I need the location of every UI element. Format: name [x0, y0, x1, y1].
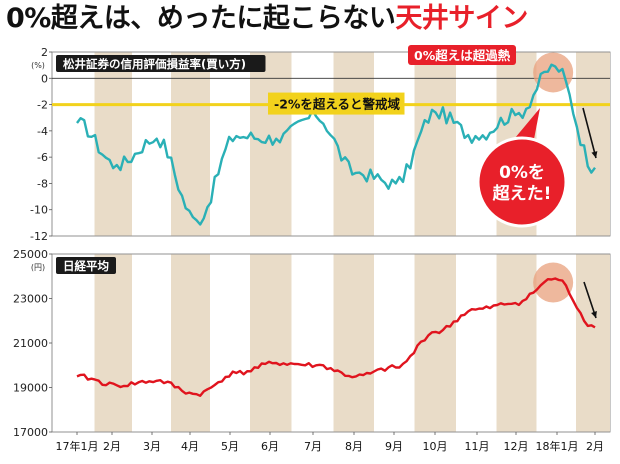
month-stripe — [94, 254, 132, 432]
nikkei-drop-arrow-head — [591, 311, 597, 318]
nikkei-y-tick-label: 17000 — [13, 426, 48, 439]
month-stripe — [414, 52, 456, 236]
crossed-zero-callout-line: 超えた! — [493, 183, 552, 204]
nikkei-y-tick-label: 21000 — [13, 337, 48, 350]
threshold-label-box — [268, 92, 405, 115]
month-stripe — [333, 52, 374, 236]
margin-title: 松井証券の信用評価損益率(買い方) — [63, 57, 246, 71]
x-tick-label: 12月 — [504, 440, 529, 453]
month-stripe — [171, 254, 210, 432]
nikkei-y-tick-label: 25000 — [13, 248, 48, 261]
x-tick-label: 2月 — [586, 440, 604, 453]
headline-part-2: は、めったに起こらない — [103, 3, 396, 34]
month-stripe — [250, 254, 292, 432]
x-tick-label: 6月 — [261, 440, 279, 453]
x-tick-label: 9月 — [385, 440, 403, 453]
nikkei-chart: 25000 23000 21000 19000 17000 (円) 日経平均 — [13, 248, 597, 439]
x-tick-label: 8月 — [345, 440, 363, 453]
x-tick-label: 3月 — [143, 440, 161, 453]
x-tick-label: 18年1月 — [536, 439, 579, 453]
month-stripe — [250, 52, 292, 236]
nikkei-y-tick-label: 23000 — [13, 293, 48, 306]
margin-chart: 2 0 -2 -4 -6 -8 -10 -12 (%) 松井証券の信用評価損益率(買い方) -2%を… — [30, 45, 610, 243]
margin-y-tick-label: -12 — [30, 230, 48, 243]
crossed-zero-callout-circle — [476, 136, 568, 228]
headline: 0%超えは、めったに起こらない天井サイン — [0, 0, 620, 40]
month-stripe — [576, 254, 610, 432]
x-tick-label: 7月 — [304, 440, 322, 453]
month-stripe — [171, 52, 210, 236]
margin-series-line — [76, 63, 596, 226]
nikkei-series-line — [76, 277, 596, 397]
threshold-label: -2%を超えると警戒域 — [274, 97, 401, 112]
headline-part-1: 0%超え — [6, 3, 104, 34]
margin-y-tick-label: 2 — [41, 46, 48, 59]
headline-part-3: 天井サイン — [395, 3, 528, 34]
headline-text: 0%超えは、めったに起こらない天井サイン — [6, 2, 528, 36]
nikkei-y-unit: (円) — [31, 263, 45, 272]
x-tick-label: 2月 — [103, 440, 121, 453]
margin-title-box — [56, 55, 266, 72]
margin-y-tick-label: 0 — [41, 72, 48, 85]
month-stripe — [94, 52, 132, 236]
margin-drop-arrow — [582, 107, 597, 159]
overheat-callout-text: 0%超えは超過熱 — [414, 48, 511, 63]
nikkei-title: 日経平均 — [63, 259, 109, 273]
peak-highlight-circle — [533, 52, 574, 93]
nikkei-y-tick-label: 19000 — [13, 382, 48, 395]
nikkei-drop-arrow — [583, 281, 597, 319]
margin-y-unit: (%) — [31, 61, 45, 70]
month-stripe — [496, 254, 537, 432]
month-stripe — [333, 254, 374, 432]
nikkei-peak-highlight-circle — [533, 262, 574, 303]
margin-drop-arrow-head — [591, 151, 598, 158]
x-tick-label: 10月 — [423, 440, 448, 453]
x-tick-label: 5月 — [221, 440, 239, 453]
x-tick-label: 11月 — [465, 440, 490, 453]
x-tick-label: 4月 — [181, 440, 199, 453]
margin-y-tick-label: -6 — [37, 151, 48, 164]
x-tick-label: 17年1月 — [56, 439, 99, 453]
overheat-callout-box — [408, 45, 516, 65]
margin-y-tick-label: -10 — [30, 204, 48, 217]
nikkei-title-box — [56, 257, 116, 274]
crossed-zero-callout-line: 0%を — [499, 163, 545, 183]
margin-y-tick-label: -8 — [37, 177, 48, 190]
margin-y-tick-label: -4 — [37, 125, 48, 138]
margin-y-tick-label: -2 — [37, 99, 48, 112]
x-axis: 17年1月 2月 3月 4月 5月 6月 7月 8月 9月 10月 11月 12月 18年1月 2月 — [56, 432, 604, 453]
